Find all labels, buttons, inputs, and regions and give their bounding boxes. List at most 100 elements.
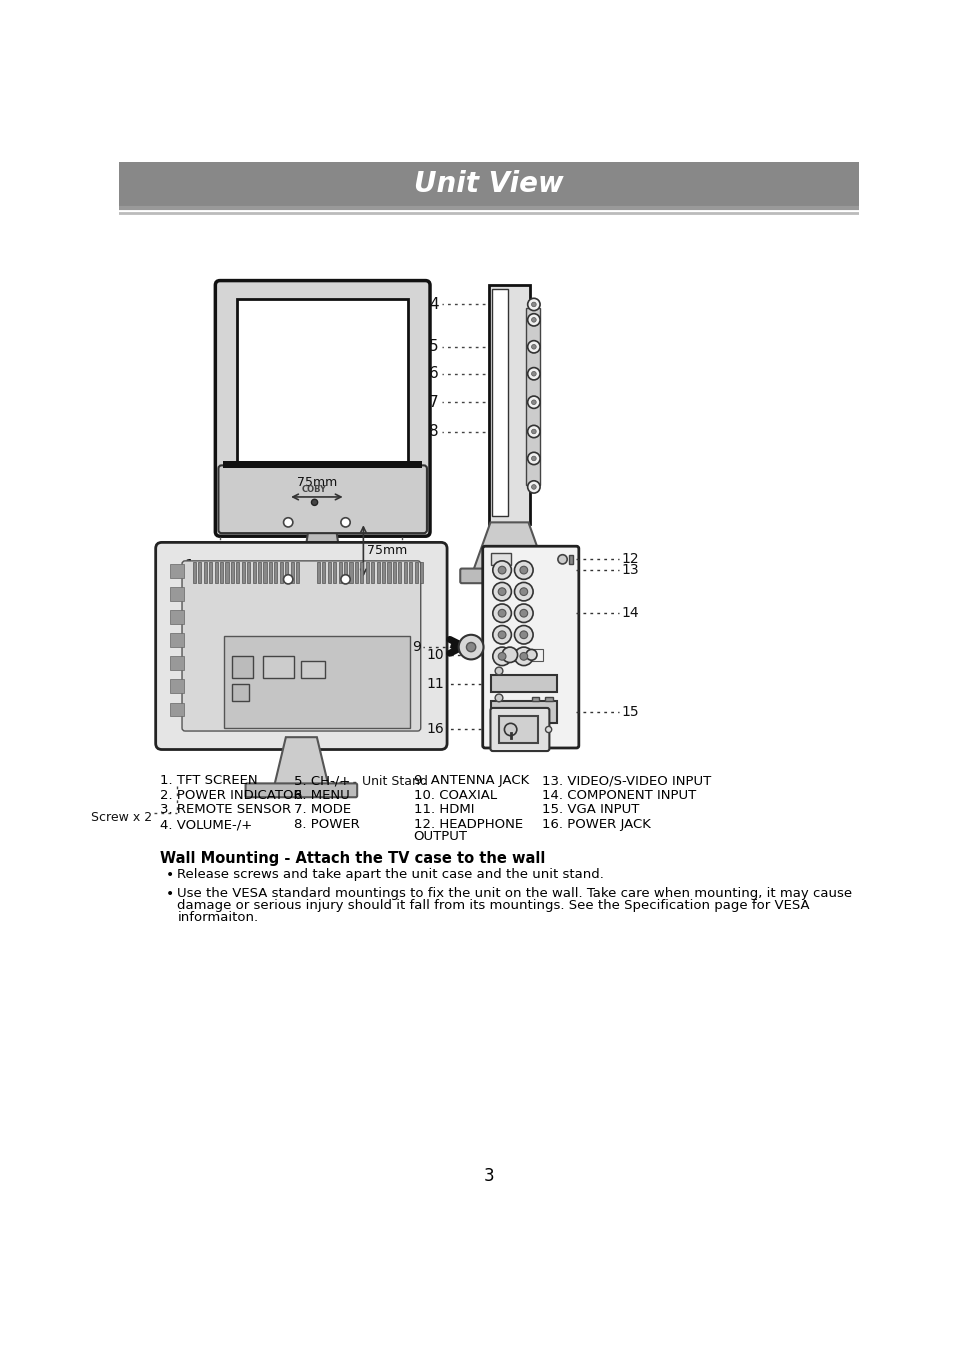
Circle shape	[527, 340, 539, 352]
FancyBboxPatch shape	[459, 568, 556, 583]
Bar	[545, 697, 553, 701]
Bar	[488, 285, 530, 524]
Bar	[301, 662, 324, 678]
Polygon shape	[274, 737, 328, 786]
Bar	[232, 684, 249, 701]
Bar	[498, 716, 537, 742]
Circle shape	[495, 694, 502, 702]
Text: 3. REMOTE SENSOR: 3. REMOTE SENSOR	[159, 803, 291, 817]
Circle shape	[501, 647, 517, 663]
Bar	[170, 564, 183, 578]
Text: 15: 15	[620, 705, 639, 718]
Circle shape	[527, 481, 539, 493]
Circle shape	[531, 429, 536, 433]
Bar	[231, 562, 233, 583]
Circle shape	[495, 667, 502, 675]
Bar	[232, 656, 253, 678]
Text: 2: 2	[317, 567, 327, 582]
Text: Wall Mounting - Attach the TV case to the wall: Wall Mounting - Attach the TV case to th…	[159, 850, 544, 867]
Circle shape	[514, 625, 533, 644]
Bar	[322, 562, 325, 583]
Bar	[262, 656, 294, 678]
Text: Release screws and take apart the unit case and the unit stand.: Release screws and take apart the unit c…	[177, 868, 603, 882]
Bar	[328, 562, 331, 583]
Circle shape	[514, 560, 533, 579]
Circle shape	[531, 317, 536, 323]
FancyBboxPatch shape	[155, 543, 447, 749]
Bar	[204, 562, 207, 583]
Bar	[344, 562, 347, 583]
FancyBboxPatch shape	[218, 466, 427, 533]
Circle shape	[493, 647, 511, 666]
Bar	[236, 300, 408, 462]
Text: 10. COAXIAL: 10. COAXIAL	[414, 788, 497, 802]
Text: 9: 9	[412, 640, 420, 655]
Circle shape	[283, 575, 293, 585]
Text: 1. TFT SCREEN: 1. TFT SCREEN	[159, 774, 257, 787]
Bar	[170, 610, 183, 624]
Text: 13: 13	[620, 563, 639, 576]
Circle shape	[527, 298, 539, 311]
Circle shape	[545, 726, 551, 733]
Circle shape	[519, 587, 527, 595]
Bar	[209, 562, 212, 583]
Bar	[531, 697, 538, 701]
Bar	[223, 460, 422, 468]
Text: 14. COMPONENT INPUT: 14. COMPONENT INPUT	[541, 788, 695, 802]
Bar	[338, 562, 341, 583]
Text: 4. VOLUME-/+: 4. VOLUME-/+	[159, 818, 252, 832]
Bar	[387, 562, 390, 583]
Bar	[170, 656, 183, 670]
Circle shape	[493, 625, 511, 644]
Circle shape	[527, 396, 539, 409]
Text: COBY: COBY	[302, 485, 327, 494]
Circle shape	[525, 649, 537, 660]
Text: 5. CH-/+: 5. CH-/+	[294, 774, 350, 787]
Bar	[170, 679, 183, 694]
Polygon shape	[300, 531, 344, 582]
Text: 6: 6	[428, 366, 438, 381]
Circle shape	[531, 302, 536, 306]
Bar	[220, 562, 223, 583]
Circle shape	[497, 630, 505, 639]
Text: damage or serious injury should it fall from its mountings. See the Specificatio: damage or serious injury should it fall …	[177, 899, 809, 911]
Bar	[224, 636, 410, 728]
FancyBboxPatch shape	[215, 281, 430, 536]
Bar	[492, 289, 507, 516]
Bar	[376, 562, 379, 583]
Bar	[263, 562, 266, 583]
Circle shape	[531, 400, 536, 405]
Text: 12. HEADPHONE: 12. HEADPHONE	[414, 818, 522, 832]
Bar	[170, 587, 183, 601]
Bar	[415, 562, 417, 583]
Circle shape	[514, 582, 533, 601]
Text: 8: 8	[429, 424, 438, 439]
Bar	[371, 562, 374, 583]
FancyBboxPatch shape	[490, 707, 549, 751]
Bar	[269, 562, 272, 583]
Bar	[285, 562, 288, 583]
Text: 15. VGA INPUT: 15. VGA INPUT	[541, 803, 639, 817]
Bar	[316, 562, 319, 583]
Circle shape	[531, 344, 536, 350]
Text: •: •	[165, 887, 173, 900]
Circle shape	[527, 367, 539, 379]
Bar	[198, 562, 201, 583]
Bar	[119, 162, 858, 207]
Text: Unit View: Unit View	[414, 170, 563, 198]
Bar	[247, 562, 250, 583]
Text: 9. ANTENNA JACK: 9. ANTENNA JACK	[414, 774, 529, 787]
Bar	[170, 633, 183, 647]
Bar	[409, 562, 412, 583]
Circle shape	[514, 603, 533, 622]
Text: 5: 5	[429, 339, 438, 354]
Circle shape	[497, 652, 505, 660]
Circle shape	[493, 560, 511, 579]
Circle shape	[458, 634, 483, 659]
Text: 3: 3	[483, 1166, 494, 1184]
Text: •: •	[165, 868, 173, 882]
Circle shape	[493, 582, 511, 601]
Text: 16: 16	[426, 722, 443, 737]
Circle shape	[504, 724, 517, 736]
Bar	[279, 562, 282, 583]
